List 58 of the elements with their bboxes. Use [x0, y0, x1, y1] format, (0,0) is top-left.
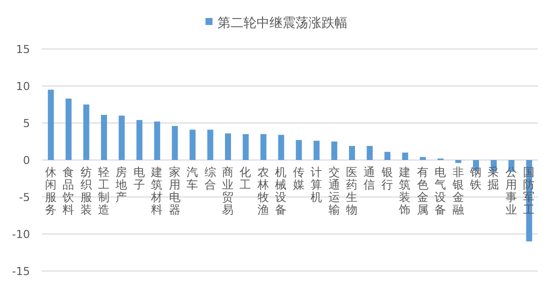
x-tick-label: 轻工制造 [98, 165, 110, 216]
x-tick-label: 建筑装饰 [398, 165, 412, 216]
x-tick-label: 机械设备 [275, 165, 288, 216]
bar [278, 134, 284, 160]
x-tick-label: 电气设备 [434, 165, 447, 216]
x-tick-label: 综合 [204, 165, 216, 192]
x-tick-label: 交通运输 [328, 165, 340, 216]
bar [314, 140, 320, 160]
bar [118, 116, 125, 160]
bar [366, 146, 373, 160]
bar [349, 146, 355, 160]
bar [455, 160, 462, 163]
x-tick-label: 医药生物 [346, 165, 358, 216]
x-tick-label: 汽车 [186, 165, 199, 192]
y-tick-label: -10 [12, 228, 30, 241]
x-tick-label: 休闲服务 [44, 165, 57, 216]
bar [402, 152, 408, 160]
x-tick-label: 银行 [380, 165, 394, 192]
x-tick-label: 公用事业 [505, 165, 518, 216]
x-tick-label: 建筑材料 [150, 165, 164, 216]
x-tick-label: 商业贸易 [222, 165, 234, 216]
y-tick-label: 15 [16, 43, 30, 56]
x-tick-label: 化工 [240, 165, 252, 192]
y-tick-label: -5 [19, 191, 30, 204]
legend-label: 第二轮中继震荡涨跌幅 [218, 16, 348, 31]
y-tick-label: -15 [12, 265, 30, 278]
x-tick-label: 电子 [133, 165, 146, 192]
x-tick-label: 食品饮料 [62, 165, 75, 216]
bar [136, 120, 142, 160]
bar [225, 133, 231, 160]
x-tick-label: 计算机 [310, 165, 323, 204]
y-tick-label: 0 [23, 154, 30, 167]
bar [154, 122, 160, 160]
x-tick-label: 通信 [364, 165, 376, 192]
bar [190, 130, 196, 160]
bar [331, 142, 338, 160]
bar [83, 104, 90, 160]
x-tick-label: 钢铁 [469, 165, 482, 192]
x-tick-label: 房地产 [114, 165, 128, 204]
y-tick-label: 5 [23, 117, 30, 130]
bar [48, 90, 54, 160]
bar [384, 152, 390, 160]
bar [101, 114, 107, 160]
bar [172, 126, 178, 160]
x-tick-label: 非银金融 [451, 165, 464, 216]
x-tick-label: 有色金属 [416, 165, 429, 216]
bar [260, 134, 266, 160]
x-tick-label: 农林牧渔 [256, 165, 270, 216]
x-tick-label: 家用电器 [168, 165, 181, 216]
bar [242, 134, 249, 160]
x-tick-label: 纺织服装 [80, 165, 92, 216]
bar [420, 157, 426, 160]
bar [207, 130, 214, 160]
bar [296, 140, 302, 160]
y-tick-label: 10 [16, 80, 30, 93]
x-tick-label: 采掘 [488, 165, 500, 192]
bar [66, 98, 72, 160]
x-tick-label: 传媒 [292, 165, 305, 192]
